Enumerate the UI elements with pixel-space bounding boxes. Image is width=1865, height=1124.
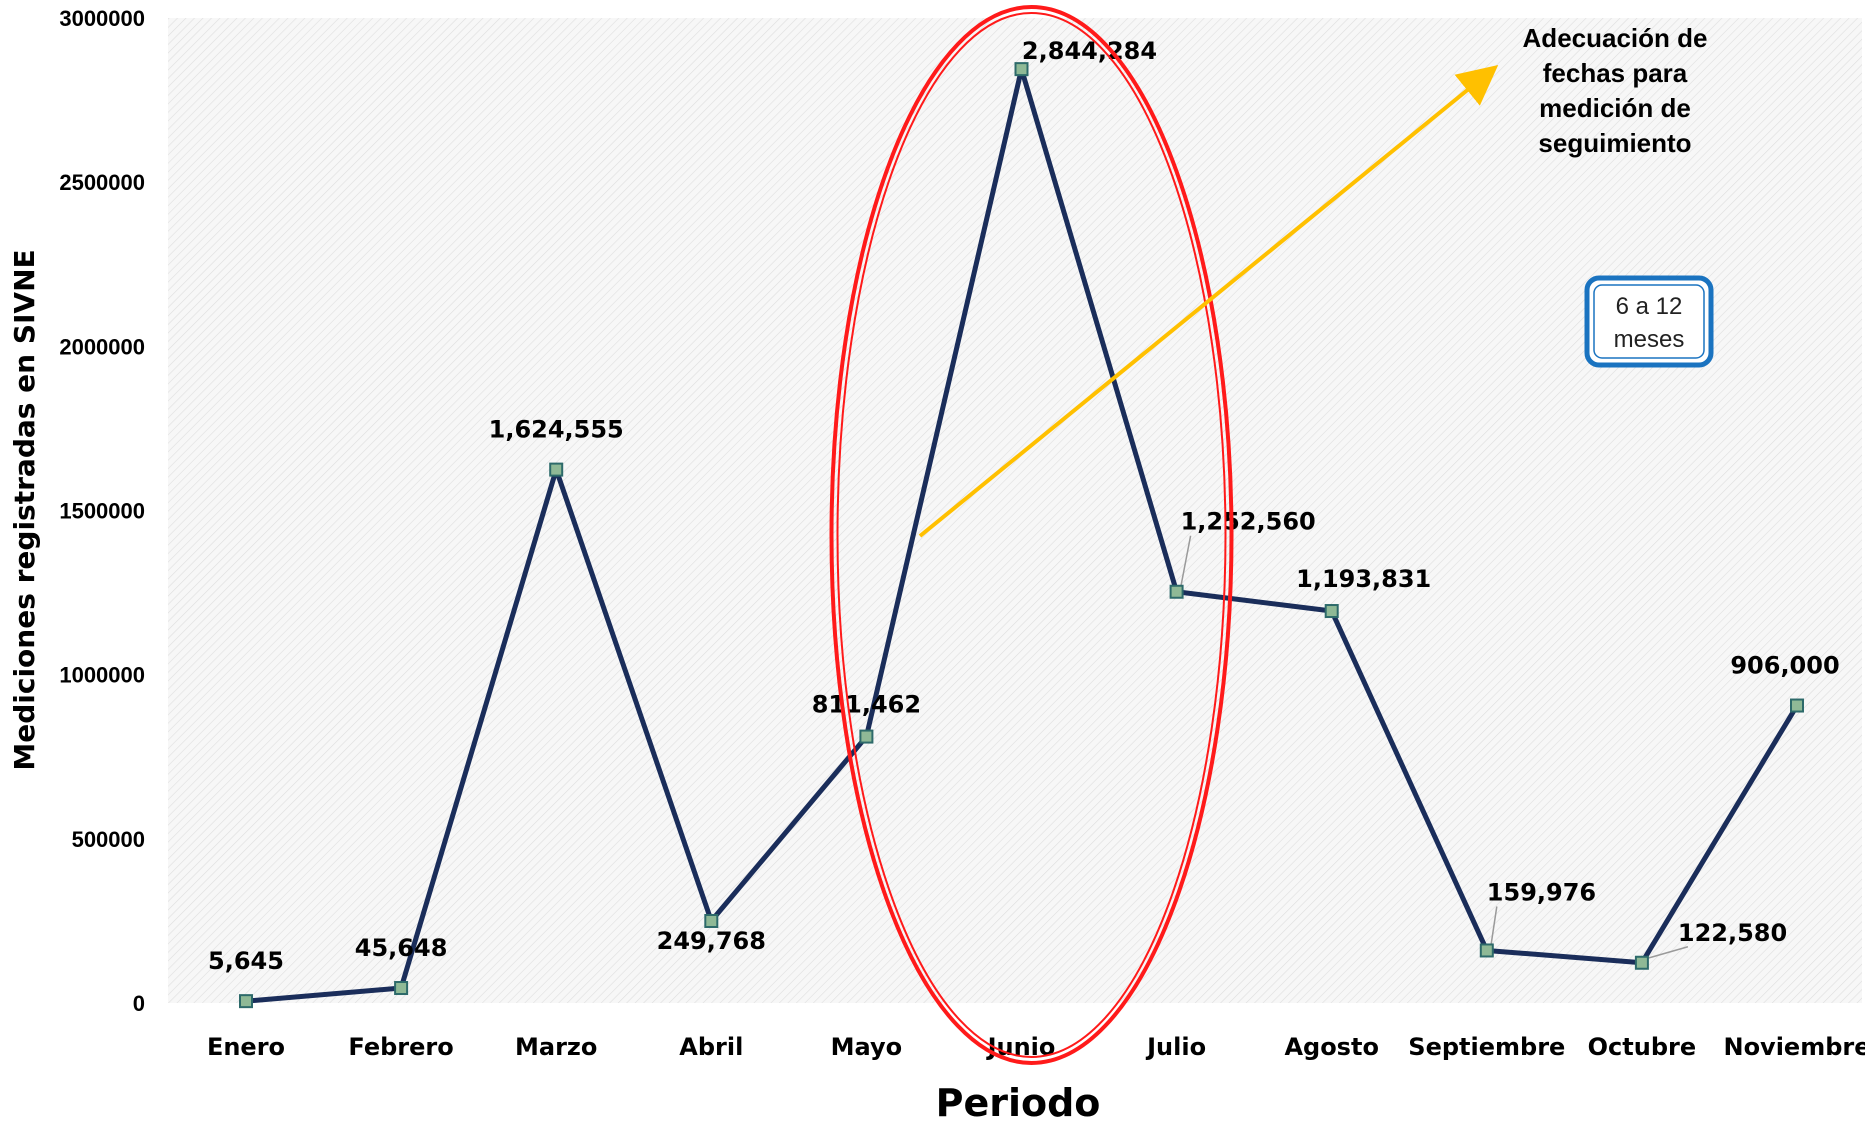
data-label: 2,844,284 (1022, 37, 1157, 65)
x-axis-title: Periodo (936, 1081, 1101, 1124)
period-box-frame (1584, 275, 1714, 368)
data-point-marker (239, 994, 253, 1009)
y-tick-label: 2500000 (59, 170, 145, 195)
period-box-line-2: meses (1614, 326, 1685, 353)
x-tick-label: Septiembre (1408, 1033, 1565, 1061)
data-point-marker (1324, 604, 1339, 619)
highlight-ellipse (829, 5, 1234, 1065)
x-tick-label: Marzo (515, 1033, 597, 1061)
y-tick-label: 1500000 (59, 499, 145, 524)
annotation-line-3: medición de (1539, 93, 1691, 123)
x-tick-label: Octubre (1588, 1033, 1696, 1061)
y-axis-title: Mediciones registradas en SIVNE (8, 249, 41, 770)
y-axis-ticks: 0 500000 1000000 1500000 2000000 2500000 30000… (59, 6, 145, 1016)
x-tick-label: Mayo (831, 1033, 902, 1061)
data-point-marker (1634, 955, 1649, 970)
label-leader-line (1179, 535, 1192, 588)
data-label: 1,193,831 (1296, 565, 1431, 593)
y-tick-label: 500000 (72, 827, 145, 852)
annotation-arrow (918, 64, 1499, 538)
data-point-marker (1479, 943, 1494, 958)
x-tick-label: Abril (679, 1033, 743, 1061)
period-box-line-1: 6 a 12 (1616, 293, 1683, 320)
x-tick-label: Julio (1145, 1033, 1206, 1061)
data-point-marker (549, 462, 564, 477)
label-leader-line (1490, 906, 1498, 947)
y-tick-label: 3000000 (59, 6, 145, 31)
label-leader-lines (1179, 535, 1689, 960)
data-label: 122,580 (1678, 919, 1787, 947)
x-tick-label: Febrero (348, 1033, 453, 1061)
x-tick-label: Agosto (1284, 1033, 1379, 1061)
plot-area (168, 18, 1862, 1003)
x-tick-label: Enero (207, 1033, 285, 1061)
data-label: 45,648 (355, 934, 448, 962)
label-leader-line (1645, 946, 1689, 960)
data-point-marker (394, 981, 409, 996)
data-label: 5,645 (208, 947, 284, 975)
x-axis-ticks: Enero Febrero Marzo Abril Mayo Junio Julio Agos… (207, 1033, 1865, 1061)
data-label: 249,768 (657, 927, 766, 955)
data-markers (239, 62, 1804, 1009)
x-tick-label: Noviembre (1723, 1033, 1865, 1061)
data-label: 159,976 (1487, 878, 1596, 906)
data-label: 1,624,555 (489, 416, 624, 444)
period-box: 6 a 12 meses (1584, 275, 1714, 368)
period-box-inner-frame (1593, 284, 1705, 359)
data-point-marker (704, 913, 719, 928)
annotation-line-1: Adecuación de (1523, 23, 1708, 53)
highlight-ellipse-inner (836, 12, 1227, 1058)
y-tick-label: 0 (133, 991, 145, 1016)
data-point-marker (1790, 698, 1804, 713)
data-point-marker (859, 729, 874, 744)
data-label: 906,000 (1730, 652, 1839, 680)
data-label: 1,252,560 (1181, 508, 1316, 536)
data-point-marker (1014, 62, 1029, 77)
data-point-marker (1169, 584, 1184, 599)
data-label: 811,462 (812, 691, 921, 719)
annotation-line-2: fechas para (1543, 58, 1688, 88)
y-tick-label: 2000000 (59, 334, 145, 359)
annotation-line-4: seguimiento (1538, 128, 1691, 158)
data-labels: 5,645 45,648 1,624,555 249,768 811,462 2,844,… (208, 37, 1840, 975)
y-tick-label: 1000000 (59, 663, 145, 688)
annotation-note: Adecuación de fechas para medición de se… (1523, 23, 1708, 158)
